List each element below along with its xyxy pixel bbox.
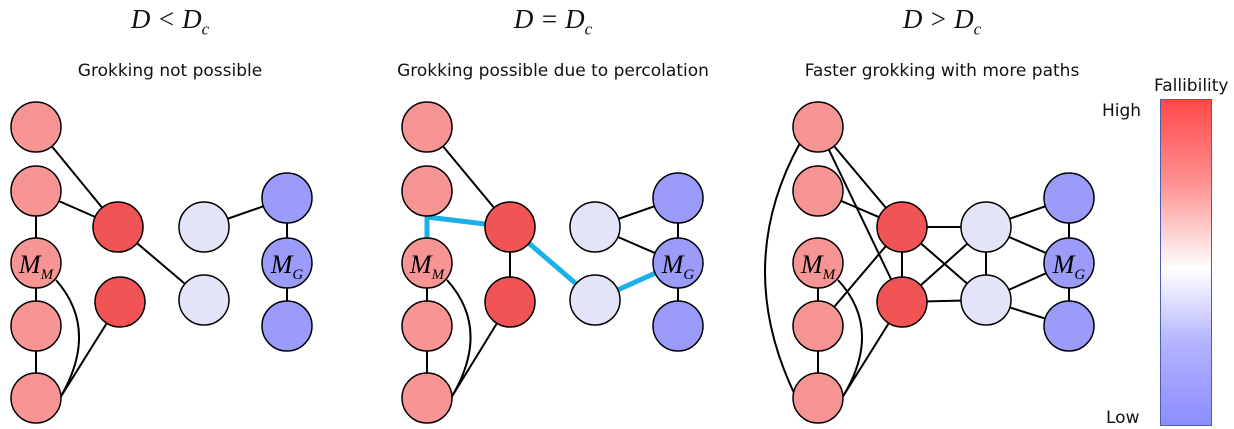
node-intermediate <box>960 274 1012 326</box>
node-generalizing <box>261 300 313 352</box>
node-generalizing <box>261 237 313 289</box>
node-memorizing <box>401 165 453 217</box>
node-high-fallibility <box>876 201 928 253</box>
node-generalizing <box>652 237 704 289</box>
edge <box>55 279 80 399</box>
node-high-fallibility <box>484 201 536 253</box>
panel-1-title: D < Dc <box>130 4 210 39</box>
percolation-path <box>424 191 680 303</box>
node-memorizing <box>401 237 453 289</box>
node-memorizing <box>10 237 62 289</box>
node-high-fallibility <box>94 276 146 328</box>
legend-low-label: Low <box>1106 408 1140 428</box>
node-intermediate <box>569 274 621 326</box>
panel-3-graph: MM MG <box>764 101 1095 424</box>
node-memorizing <box>10 101 62 153</box>
node-high-fallibility <box>92 201 144 253</box>
node-generalizing <box>261 172 313 224</box>
legend-high-label: High <box>1102 101 1142 121</box>
node-intermediate <box>178 274 230 326</box>
node-memorizing <box>10 372 62 424</box>
node-generalizing <box>1043 172 1095 224</box>
node-generalizing <box>1043 300 1095 352</box>
panel-1-graph: MM MG <box>10 101 313 424</box>
node-memorizing <box>792 372 844 424</box>
panel-2-subtitle: Grokking possible due to percolation <box>397 61 709 81</box>
edge <box>446 279 472 399</box>
node-memorizing <box>10 165 62 217</box>
node-memorizing <box>401 372 453 424</box>
node-high-fallibility <box>876 276 928 328</box>
fallibility-colorbar <box>1160 99 1212 426</box>
node-memorizing <box>401 101 453 153</box>
edge <box>817 126 903 303</box>
node-intermediate <box>569 201 621 253</box>
panel-3-title: D > Dc <box>902 4 982 39</box>
node-memorizing <box>792 101 844 153</box>
edge <box>764 142 801 406</box>
panel-2-title: D = Dc <box>513 4 593 39</box>
panel-3-subtitle: Faster grokking with more paths <box>804 61 1080 81</box>
legend-title: Fallibility <box>1154 76 1229 96</box>
panel-2-graph: MM MG <box>401 101 704 424</box>
node-memorizing <box>792 237 844 289</box>
node-high-fallibility <box>484 276 536 328</box>
node-memorizing <box>792 165 844 217</box>
node-generalizing <box>652 172 704 224</box>
node-memorizing <box>401 300 453 352</box>
panel-1-subtitle: Grokking not possible <box>77 61 263 81</box>
node-generalizing <box>1043 237 1095 289</box>
node-intermediate <box>178 201 230 253</box>
node-memorizing <box>792 300 844 352</box>
node-generalizing <box>652 300 704 352</box>
node-intermediate <box>960 201 1012 253</box>
node-memorizing <box>10 300 62 352</box>
